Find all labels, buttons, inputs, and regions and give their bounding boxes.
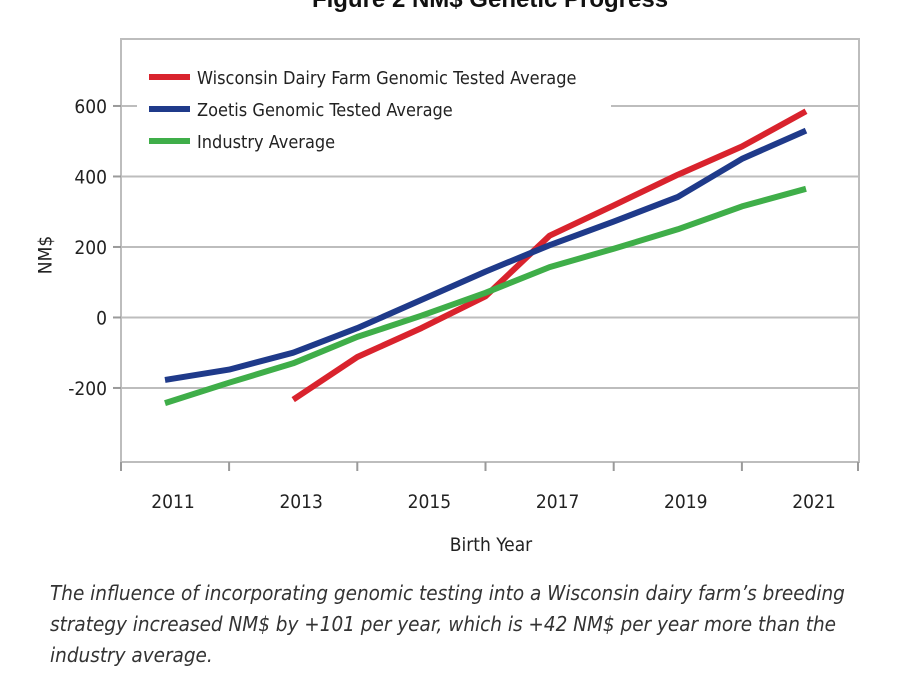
series-wisconsin-dairy-farm-genomic-tested-average [291, 108, 808, 403]
y-tick-label: 400 [74, 166, 107, 188]
x-tick-label: 2019 [664, 491, 708, 513]
legend-entry: Industry Average [197, 132, 335, 153]
series-line [164, 127, 808, 383]
x-tick-label: 2017 [536, 491, 580, 513]
series-line [164, 185, 807, 406]
plot-frame [120, 38, 860, 463]
x-tick-label: 2011 [151, 491, 195, 513]
x-tick-label: 2021 [792, 491, 836, 513]
legend-box [137, 58, 611, 163]
series-lines [164, 108, 808, 406]
legend-entry: Wisconsin Dairy Farm Genomic Tested Aver… [197, 68, 576, 89]
y-axis: -200 0 200 400 600 [68, 96, 121, 400]
y-tick-label: -200 [68, 378, 107, 400]
y-tick-label: 0 [96, 307, 107, 329]
y-tick-label: 200 [74, 237, 107, 259]
y-axis-label: NM$ [35, 236, 57, 274]
chart: Figure 2 NM$ Genetic Progress 2011201320… [35, 0, 860, 556]
legend-entry: Zoetis Genomic Tested Average [197, 100, 453, 121]
figure-caption: The influence of incorporating genomic t… [50, 581, 845, 667]
legend: Wisconsin Dairy Farm Genomic Tested Aver… [137, 58, 611, 163]
x-tick-label: 2013 [279, 491, 323, 513]
x-tick-label: 2015 [408, 491, 452, 513]
x-axis: 2011 2013 2015 2017 2019 2021 [120, 462, 859, 513]
x-axis-label: Birth Year [450, 534, 533, 556]
series-industry-average [164, 185, 807, 406]
chart-title: Figure 2 NM$ Genetic Progress [312, 0, 668, 13]
y-tick-label: 600 [74, 96, 107, 118]
series-zoetis-genomic-tested-average [164, 127, 808, 383]
